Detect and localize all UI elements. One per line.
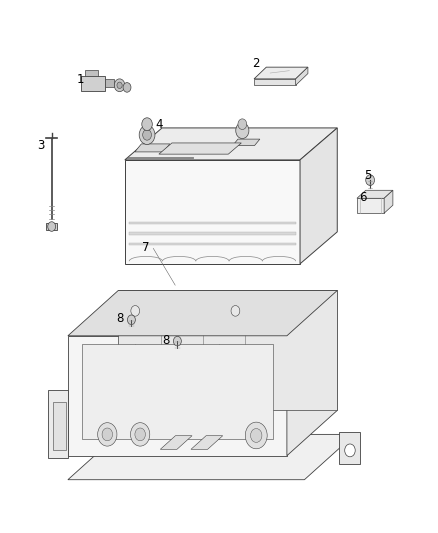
Text: 3: 3 (37, 139, 45, 152)
Polygon shape (129, 243, 296, 245)
Polygon shape (159, 143, 241, 154)
Circle shape (231, 305, 240, 316)
Circle shape (238, 119, 247, 130)
Polygon shape (125, 128, 337, 160)
Text: 6: 6 (359, 191, 367, 205)
Circle shape (131, 423, 150, 446)
Polygon shape (129, 222, 296, 224)
Polygon shape (135, 144, 170, 152)
Circle shape (123, 83, 131, 92)
Circle shape (135, 428, 145, 441)
Polygon shape (82, 344, 273, 439)
Circle shape (143, 130, 152, 140)
Circle shape (142, 118, 152, 131)
Polygon shape (118, 290, 337, 410)
Polygon shape (68, 290, 337, 336)
Text: 7: 7 (142, 240, 150, 254)
Circle shape (114, 79, 125, 92)
Polygon shape (125, 160, 300, 264)
Polygon shape (85, 70, 98, 76)
Polygon shape (254, 79, 296, 85)
Text: 5: 5 (364, 168, 372, 182)
Polygon shape (68, 336, 287, 456)
Polygon shape (160, 436, 192, 449)
Polygon shape (105, 79, 114, 87)
Polygon shape (296, 67, 308, 85)
Polygon shape (300, 128, 337, 264)
Circle shape (345, 444, 355, 457)
Polygon shape (129, 232, 296, 235)
Polygon shape (46, 223, 57, 230)
Circle shape (366, 175, 374, 185)
Text: 8: 8 (116, 312, 124, 326)
Polygon shape (81, 76, 105, 91)
Polygon shape (127, 157, 193, 158)
Polygon shape (68, 434, 355, 480)
Polygon shape (339, 432, 360, 464)
Circle shape (245, 422, 267, 449)
Circle shape (117, 82, 122, 88)
Polygon shape (384, 190, 393, 213)
Polygon shape (357, 190, 393, 198)
Circle shape (131, 305, 140, 316)
Circle shape (173, 336, 181, 346)
Text: 1: 1 (77, 72, 84, 86)
Polygon shape (191, 436, 223, 449)
Circle shape (139, 125, 155, 144)
Polygon shape (53, 402, 66, 450)
Polygon shape (254, 67, 308, 79)
Circle shape (48, 222, 56, 231)
Polygon shape (357, 198, 384, 213)
Text: 4: 4 (155, 118, 163, 131)
Circle shape (251, 429, 262, 442)
Circle shape (98, 423, 117, 446)
Polygon shape (233, 139, 260, 146)
Text: 2: 2 (252, 56, 259, 70)
Polygon shape (48, 390, 68, 458)
Circle shape (102, 428, 113, 441)
Circle shape (127, 315, 135, 325)
Polygon shape (287, 290, 337, 456)
Circle shape (236, 123, 249, 139)
Text: 8: 8 (162, 334, 170, 347)
